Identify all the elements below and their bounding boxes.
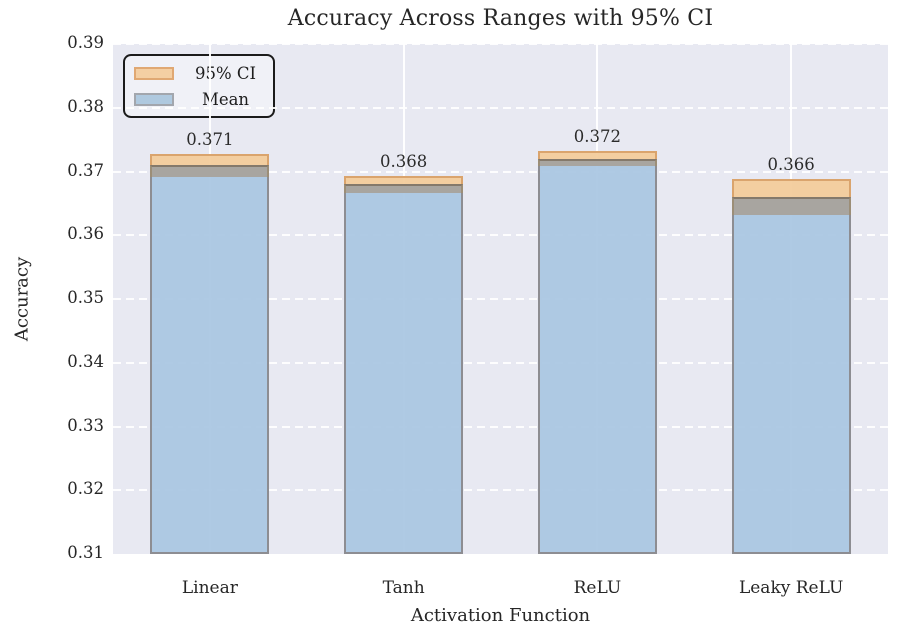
y-tick-label: 0.34 (67, 351, 104, 371)
y-tick-label: 0.37 (67, 160, 104, 180)
bar-mean-fill (150, 176, 270, 554)
bar-value-label: 0.372 (573, 127, 621, 147)
y-tick-label: 0.32 (67, 479, 104, 499)
gridline-h (113, 298, 888, 300)
x-tick-label: Linear (181, 578, 238, 598)
legend-entry-mean: Mean (134, 90, 263, 109)
gridline-h (113, 425, 888, 428)
bar-value-label: 0.366 (767, 155, 815, 175)
bar-value-label: 0.368 (380, 151, 428, 171)
gridline-h (113, 489, 888, 492)
y-axis-title: Accuracy (11, 256, 33, 342)
gridline-h (113, 234, 888, 237)
bar-mean-fill (344, 192, 464, 554)
bar-ci-upper-band (537, 151, 657, 159)
bar-mean-fill (731, 214, 851, 554)
bar-ci-lower-band (150, 165, 270, 177)
legend-entry-ci: 95% CI (134, 64, 263, 83)
legend-label-mean: Mean (201, 89, 250, 109)
y-tick-label: 0.35 (67, 288, 104, 307)
x-axis-title: Activation Function (410, 605, 591, 626)
ci-color-swatch (134, 66, 174, 80)
x-tick-label: ReLU (573, 578, 622, 598)
bar-ci-upper-band (344, 175, 464, 185)
legend-label-ci: 95% CI (194, 63, 257, 83)
y-tick-label: 0.33 (67, 415, 104, 435)
bar-ci-upper-band (150, 153, 270, 166)
bar-ci-lower-band (537, 158, 657, 167)
x-tick-label: Leaky ReLU (738, 578, 844, 598)
gridline-h (113, 170, 888, 173)
gridline-h (113, 106, 888, 109)
bar-value-label: 0.371 (186, 129, 234, 149)
bar-ci-upper-band (731, 179, 851, 197)
y-tick-label: 0.38 (67, 96, 104, 116)
mean-color-swatch (134, 92, 174, 106)
y-tick-label: 0.31 (67, 543, 104, 562)
y-tick-label: 0.39 (67, 33, 104, 52)
bar-ci-lower-band (344, 184, 464, 193)
bar-ci-lower-band (731, 197, 851, 215)
y-tick-label: 0.36 (67, 224, 104, 244)
gridline-h (113, 43, 888, 45)
bar-mean-fill (537, 166, 657, 554)
gridline-h (113, 361, 888, 364)
x-tick-label: Tanh (382, 578, 425, 598)
legend: 95% CI Mean (123, 54, 275, 118)
chart-title: Accuracy Across Ranges with 95% CI (287, 6, 714, 31)
